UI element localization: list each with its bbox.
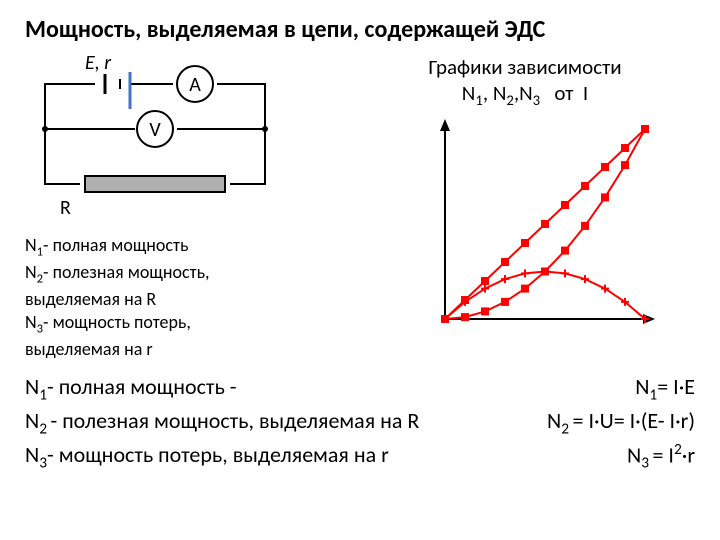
resistor-label: R <box>60 196 71 219</box>
page-title: Мощность, выделяемая в цепи, содержащей … <box>25 15 695 44</box>
formulas-block: N1- полная мощность - N1= I·E N2 - полез… <box>25 372 695 475</box>
emf-label: E, r <box>85 54 112 75</box>
voltmeter-label: V <box>149 118 161 142</box>
circuit-diagram: A E, r V R <box>25 54 285 219</box>
power-chart <box>415 114 695 344</box>
graph-header: Графики зависимости N1, N2,N3 от I <box>355 54 695 109</box>
ammeter-label: A <box>189 73 201 97</box>
definitions-block: N1- полная мощность N2- полезная мощност… <box>25 234 335 362</box>
